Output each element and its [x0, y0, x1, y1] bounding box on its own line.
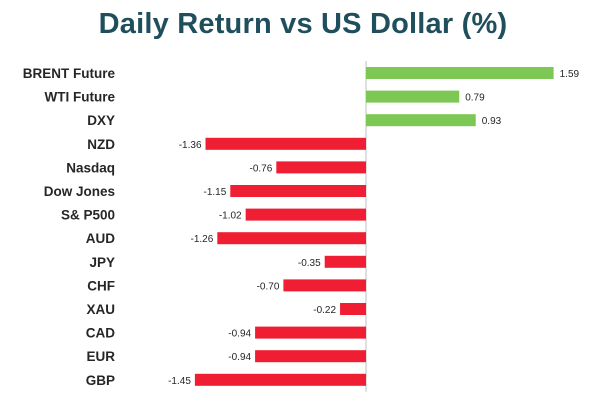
- data-label: -0.94: [228, 352, 251, 363]
- data-label: 1.59: [560, 69, 580, 80]
- bar: [324, 255, 366, 268]
- bar: [366, 90, 460, 103]
- category-label: NZD: [87, 137, 115, 152]
- bar: [276, 161, 366, 174]
- data-label: -0.35: [298, 258, 321, 269]
- category-label: CAD: [86, 326, 115, 341]
- bar: [245, 208, 366, 221]
- chart-title: Daily Return vs US Dollar (%): [98, 8, 508, 40]
- bar: [194, 373, 366, 386]
- category-label: BRENT Future: [23, 66, 116, 81]
- category-label: Dow Jones: [44, 184, 115, 199]
- category-label: CHF: [87, 278, 115, 293]
- bar: [340, 303, 366, 315]
- bar: [366, 114, 476, 127]
- data-label: 0.79: [465, 93, 485, 104]
- data-label: 0.93: [482, 116, 502, 127]
- data-label: -0.22: [313, 305, 336, 316]
- category-label: GBP: [86, 373, 115, 388]
- bar: [255, 350, 366, 363]
- category-label: XAU: [86, 302, 115, 317]
- category-label: JPY: [89, 255, 115, 270]
- category-label: DXY: [87, 113, 115, 128]
- bar: [283, 279, 366, 292]
- bar: [366, 67, 554, 79]
- bar: [255, 326, 366, 339]
- data-label: -1.15: [204, 187, 227, 198]
- data-label: -0.76: [250, 163, 273, 174]
- data-label: -1.45: [168, 376, 191, 387]
- data-label: -1.36: [179, 140, 202, 151]
- bar: [205, 137, 366, 150]
- data-label: -1.26: [191, 234, 214, 245]
- data-label: -0.94: [228, 329, 251, 340]
- category-label: EUR: [86, 349, 115, 364]
- bar: [217, 232, 366, 245]
- category-label: S& P500: [61, 208, 115, 223]
- category-label: WTI Future: [45, 90, 116, 105]
- category-label: AUD: [86, 231, 115, 246]
- bar: [230, 185, 366, 197]
- data-label: -0.70: [257, 281, 280, 292]
- data-label: -1.02: [219, 211, 242, 222]
- category-label: Nasdaq: [66, 160, 115, 175]
